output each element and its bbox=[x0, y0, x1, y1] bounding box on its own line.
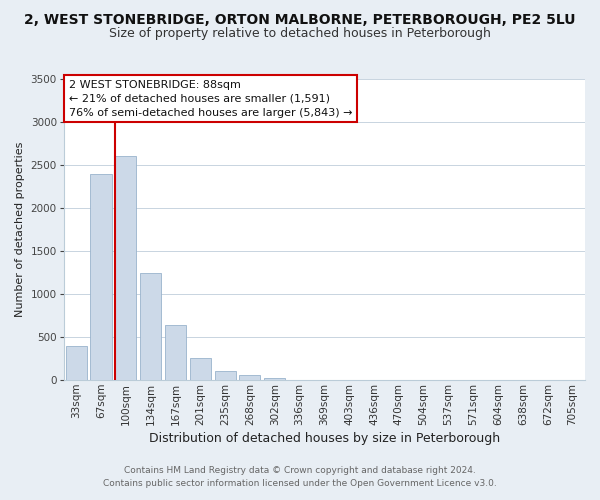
Y-axis label: Number of detached properties: Number of detached properties bbox=[15, 142, 25, 318]
Bar bbox=[91, 174, 112, 380]
Text: 2, WEST STONEBRIDGE, ORTON MALBORNE, PETERBOROUGH, PE2 5LU: 2, WEST STONEBRIDGE, ORTON MALBORNE, PET… bbox=[24, 12, 576, 26]
Bar bbox=[165, 325, 186, 380]
Text: Size of property relative to detached houses in Peterborough: Size of property relative to detached ho… bbox=[109, 28, 491, 40]
Bar bbox=[115, 156, 136, 380]
Bar bbox=[65, 346, 87, 380]
X-axis label: Distribution of detached houses by size in Peterborough: Distribution of detached houses by size … bbox=[149, 432, 500, 445]
Bar bbox=[215, 370, 236, 380]
Text: 2 WEST STONEBRIDGE: 88sqm
← 21% of detached houses are smaller (1,591)
76% of se: 2 WEST STONEBRIDGE: 88sqm ← 21% of detac… bbox=[69, 80, 352, 118]
Bar bbox=[190, 358, 211, 380]
Bar bbox=[264, 378, 285, 380]
Bar bbox=[140, 272, 161, 380]
Bar bbox=[239, 376, 260, 380]
Text: Contains HM Land Registry data © Crown copyright and database right 2024.
Contai: Contains HM Land Registry data © Crown c… bbox=[103, 466, 497, 487]
